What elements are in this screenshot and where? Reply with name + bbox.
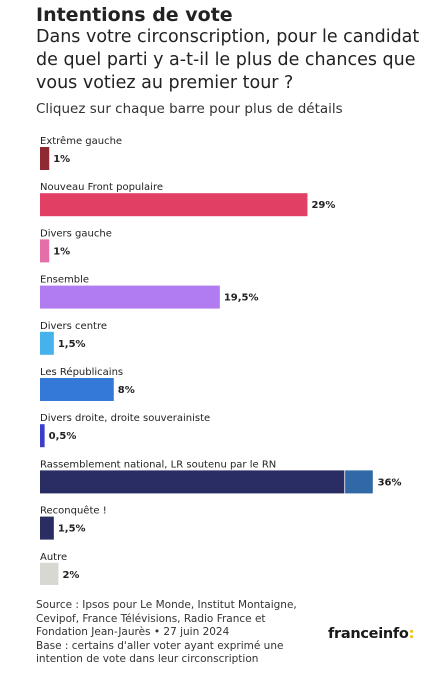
base-line: Base : certains d'aller voter ayant expr… [36,639,284,652]
value-label: 1% [53,246,70,257]
value-label: 1,5% [58,339,86,350]
brand-colon: : [408,626,415,642]
value-label: 1,5% [58,524,86,535]
value-label: 2% [62,570,79,581]
chart-footer: Source : Ipsos pour Le Monde, Institut M… [36,599,336,667]
value-label: 36% [378,477,402,488]
bar[interactable] [40,193,308,217]
value-label: 1% [53,154,70,165]
chart-instruction: Cliquez sur chaque barre pour plus de dé… [36,101,343,117]
bar[interactable] [40,239,50,263]
chart-title: Intentions de vote [36,4,233,26]
bar-chart: Extrême gauche 1% Nouveau Front populaire 2… [40,135,402,585]
brand-name: franceinfo [328,626,409,642]
source-line: Fondation Jean-Jaurès • 27 juin 2024 [36,626,230,638]
value-label: 0,5% [49,431,77,442]
base-line: intention de vote dans leur circonscript… [36,653,259,665]
chart-subtitle: Dans votre circonscription, pour le cand… [36,27,420,93]
category-label: Divers centre [40,321,107,332]
bar-group[interactable]: Reconquête ! 1,5% [40,505,107,540]
bar-group[interactable]: Les Républicains 8% [40,366,135,401]
bar[interactable] [40,147,50,170]
category-label: Autre [40,552,67,563]
bar[interactable] [40,562,59,585]
chart-header: Intentions de vote Dans votre circonscri… [36,4,441,118]
category-label: Ensemble [40,275,89,286]
bar-group[interactable]: Nouveau Front populaire 29% [40,182,335,217]
bar-segment[interactable] [345,470,373,494]
value-label: 19,5% [224,293,259,304]
bar-group[interactable]: Divers droite, droite souverainiste 0,5% [40,413,210,448]
bar-group[interactable]: Ensemble 19,5% [40,275,259,309]
bar-group[interactable]: Autre 2% [40,552,79,585]
source-line: Cevipof, France Télévisions, Radio Franc… [36,612,266,625]
category-label: Extrême gauche [40,135,122,147]
bar[interactable] [40,378,114,401]
bar[interactable] [40,331,54,355]
franceinfo-logo[interactable]: franceinfo: [328,626,414,642]
bar-group[interactable]: Divers gauche 1% [40,228,112,263]
bar-group[interactable]: Extrême gauche 1% [40,135,122,170]
bar-segment[interactable] [40,470,345,494]
bar[interactable] [40,424,45,448]
bar[interactable] [40,285,220,309]
bar-group[interactable]: Rassemblement national, LR soutenu par l… [40,459,402,494]
bar[interactable] [40,516,54,540]
category-label: Reconquête ! [40,505,107,517]
category-label: Les Républicains [40,366,123,378]
bar-group[interactable]: Divers centre 1,5% [40,321,107,355]
category-label: Nouveau Front populaire [40,182,163,193]
value-label: 29% [311,200,335,211]
category-label: Rassemblement national, LR soutenu par l… [40,459,276,470]
category-label: Divers gauche [40,228,112,239]
value-label: 8% [118,385,135,396]
category-label: Divers droite, droite souverainiste [40,413,210,424]
source-line: Source : Ipsos pour Le Monde, Institut M… [36,599,297,611]
